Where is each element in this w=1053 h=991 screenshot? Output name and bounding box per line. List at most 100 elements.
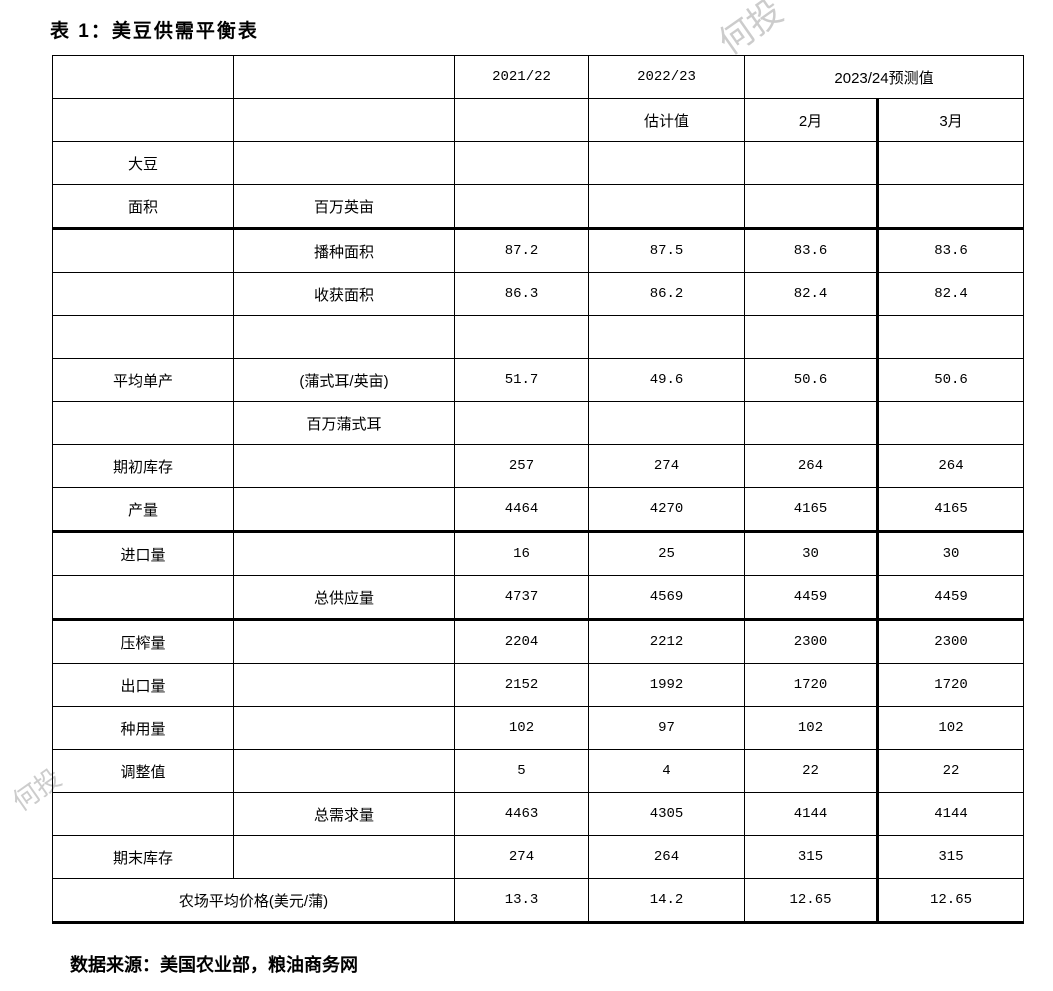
row-label: 平均单产 [52, 358, 234, 402]
value-cell: 49.6 [588, 358, 745, 402]
value-cell: 1992 [588, 663, 745, 707]
table-row: 种用量 102 97 102 102 [52, 706, 1025, 750]
value-cell: 4459 [744, 575, 878, 621]
row-unit [233, 531, 455, 576]
value-cell: 315 [744, 835, 878, 879]
value-cell: 4165 [744, 487, 878, 533]
value-cell: 12.65 [875, 878, 1025, 923]
value-cell: 86.3 [454, 272, 589, 316]
header-cell [233, 98, 455, 142]
row-label [52, 272, 234, 316]
value-cell: 102 [454, 706, 589, 750]
value-cell: 4144 [875, 792, 1025, 836]
value-cell: 16 [454, 531, 589, 576]
value-cell: 2300 [875, 619, 1025, 664]
value-cell: 22 [744, 749, 878, 793]
value-cell: 4305 [588, 792, 745, 836]
value-cell [588, 184, 745, 230]
row-label: 调整值 [52, 749, 234, 793]
table-row: 平均单产 (蒲式耳/英亩) 51.7 49.6 50.6 50.6 [52, 358, 1025, 402]
value-cell [588, 141, 745, 185]
row-unit: 百万蒲式耳 [233, 401, 455, 445]
value-cell: 257 [454, 444, 589, 488]
row-unit: 收获面积 [233, 272, 455, 316]
value-cell [454, 141, 589, 185]
table-row: 收获面积 86.3 86.2 82.4 82.4 [52, 272, 1025, 316]
header-cell: 2月 [744, 98, 878, 142]
row-label: 期末库存 [52, 835, 234, 879]
value-cell: 5 [454, 749, 589, 793]
value-cell: 4737 [454, 575, 589, 621]
table-row: 播种面积 87.2 87.5 83.6 83.6 [52, 228, 1025, 273]
value-cell [875, 141, 1025, 185]
value-cell [875, 401, 1025, 445]
value-cell: 83.6 [875, 228, 1025, 273]
value-cell: 97 [588, 706, 745, 750]
header-cell: 2021/22 [454, 55, 589, 99]
value-cell: 4463 [454, 792, 589, 836]
table-row: 大豆 [52, 141, 1025, 185]
value-cell: 264 [744, 444, 878, 488]
header-cell [52, 98, 234, 142]
header-cell [52, 55, 234, 99]
value-cell: 50.6 [744, 358, 878, 402]
row-label: 农场平均价格(美元/蒲) [52, 878, 455, 923]
value-cell: 4464 [454, 487, 589, 533]
header-cell: 估计值 [588, 98, 745, 142]
value-cell: 4569 [588, 575, 745, 621]
table-row: 产量 4464 4270 4165 4165 [52, 487, 1025, 533]
header-cell [233, 55, 455, 99]
table-row: 总供应量 4737 4569 4459 4459 [52, 575, 1025, 621]
value-cell [875, 184, 1025, 230]
value-cell: 25 [588, 531, 745, 576]
data-source: 数据来源：美国农业部，粮油商务网 [70, 955, 358, 975]
value-cell: 4270 [588, 487, 745, 533]
row-unit [233, 487, 455, 533]
row-label: 大豆 [52, 141, 234, 185]
row-label: 进口量 [52, 531, 234, 576]
row-unit [233, 619, 455, 664]
row-label: 期初库存 [52, 444, 234, 488]
value-cell: 2212 [588, 619, 745, 664]
row-label: 产量 [52, 487, 234, 533]
table-row: 总需求量 4463 4305 4144 4144 [52, 792, 1025, 836]
value-cell: 315 [875, 835, 1025, 879]
value-cell: 4144 [744, 792, 878, 836]
value-cell [744, 141, 878, 185]
table-row: 压榨量 2204 2212 2300 2300 [52, 619, 1025, 664]
table-row: 调整值 5 4 22 22 [52, 749, 1025, 793]
value-cell [454, 315, 589, 359]
row-label: 面积 [52, 184, 234, 230]
value-cell: 51.7 [454, 358, 589, 402]
value-cell: 86.2 [588, 272, 745, 316]
table-row: 百万蒲式耳 [52, 401, 1025, 445]
value-cell: 4459 [875, 575, 1025, 621]
table-row: 面积 百万英亩 [52, 184, 1025, 230]
value-cell: 2152 [454, 663, 589, 707]
row-unit [233, 835, 455, 879]
value-cell: 87.2 [454, 228, 589, 273]
value-cell: 82.4 [875, 272, 1025, 316]
table-row: 期初库存 257 274 264 264 [52, 444, 1025, 488]
value-cell [454, 401, 589, 445]
header-cell: 2022/23 [588, 55, 745, 99]
row-unit [233, 663, 455, 707]
row-unit: 总供应量 [233, 575, 455, 621]
value-cell [454, 184, 589, 230]
value-cell: 87.5 [588, 228, 745, 273]
header-row-years: 2021/22 2022/23 2023/24预测值 [52, 55, 1025, 99]
row-unit: 总需求量 [233, 792, 455, 836]
value-cell: 22 [875, 749, 1025, 793]
value-cell: 2300 [744, 619, 878, 664]
value-cell: 4 [588, 749, 745, 793]
value-cell: 2204 [454, 619, 589, 664]
value-cell: 102 [744, 706, 878, 750]
value-cell [875, 315, 1025, 359]
row-label: 种用量 [52, 706, 234, 750]
value-cell: 102 [875, 706, 1025, 750]
row-label: 出口量 [52, 663, 234, 707]
header-cell [454, 98, 589, 142]
row-unit: 播种面积 [233, 228, 455, 273]
row-unit [233, 749, 455, 793]
row-unit: 百万英亩 [233, 184, 455, 230]
